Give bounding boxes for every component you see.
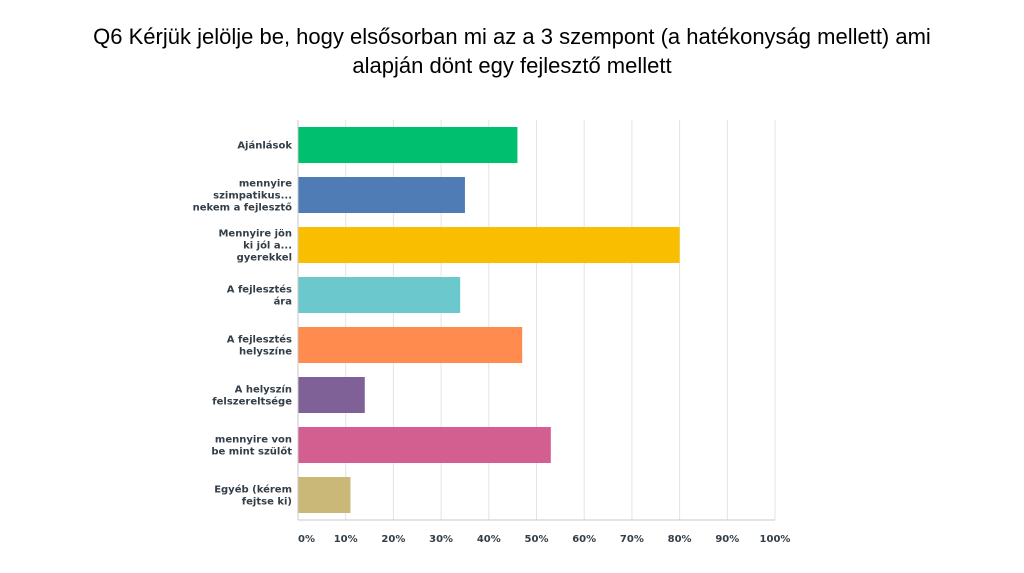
x-tick-label: 100%	[760, 534, 791, 545]
bar	[298, 427, 551, 463]
category-label: mennyire	[239, 179, 292, 190]
bar	[298, 177, 465, 213]
chart-title: Q6 Kérjük jelölje be, hogy elsősorban mi…	[40, 22, 984, 80]
chart-title-line-1: Q6 Kérjük jelölje be, hogy elsősorban mi…	[93, 24, 931, 49]
x-tick-label: 60%	[572, 534, 596, 545]
category-label: Egyéb (kérem	[214, 484, 292, 496]
category-label: be mint szülőt	[211, 446, 292, 458]
chart-title-line-2: alapján dönt egy fejlesztő mellett	[352, 53, 672, 78]
category-label: felszereltsége	[212, 396, 292, 408]
category-label: A fejlesztés	[227, 334, 292, 346]
category-label: A fejlesztés	[227, 284, 292, 296]
x-tick-label: 30%	[429, 534, 453, 545]
x-tick-label: 0%	[298, 534, 315, 545]
bar	[298, 227, 680, 263]
category-label: Mennyire jön	[218, 229, 292, 240]
x-tick-label: 10%	[334, 534, 358, 545]
category-label: A helyszín	[235, 384, 292, 396]
x-tick-label: 40%	[477, 534, 501, 545]
bar	[298, 477, 351, 513]
category-label: ára	[274, 296, 292, 308]
x-tick-label: 90%	[715, 534, 739, 545]
category-label: fejtse ki)	[242, 497, 292, 508]
x-tick-label: 80%	[668, 534, 692, 545]
x-tick-label: 50%	[525, 534, 549, 545]
category-label: Ajánlások	[237, 140, 292, 152]
category-label: gyerekkel	[237, 253, 292, 264]
category-label: helyszíne	[239, 346, 292, 358]
x-tick-label: 20%	[381, 534, 405, 545]
x-tick-label: 70%	[620, 534, 644, 545]
category-label: szimpatikus...	[213, 191, 292, 202]
bar	[298, 377, 365, 413]
bar	[298, 277, 461, 313]
bar	[298, 327, 523, 363]
bar	[298, 127, 518, 163]
category-label: nekem a fejlesztő	[193, 202, 293, 214]
category-label: ki jól a...	[243, 240, 292, 252]
category-label: mennyire von	[215, 435, 292, 446]
